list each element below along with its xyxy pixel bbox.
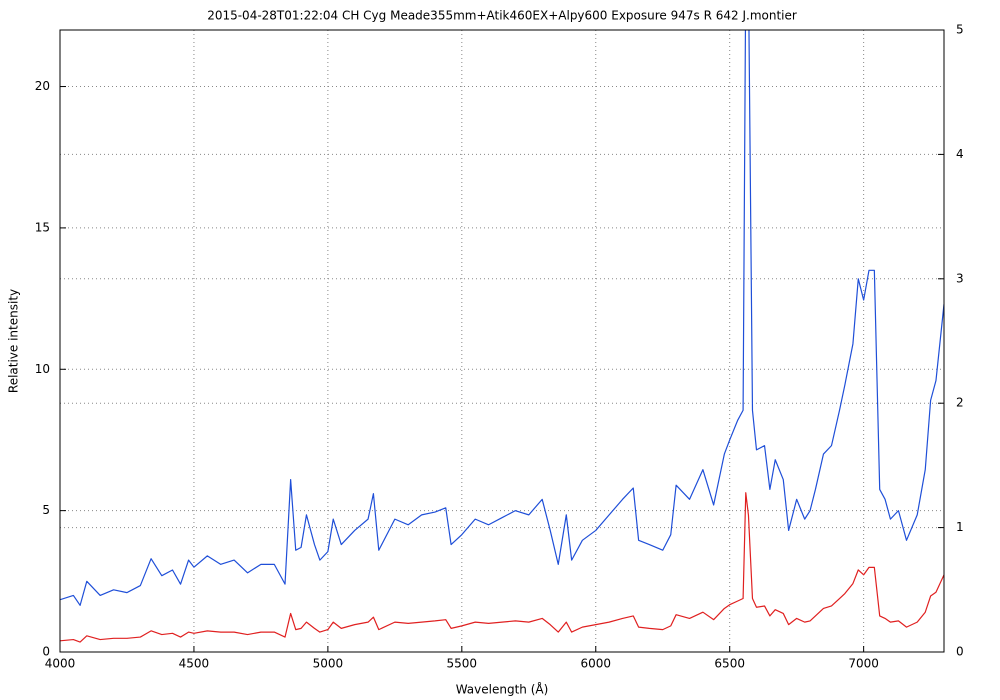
y2-tick-label: 0 xyxy=(956,645,964,659)
y2-tick-label: 4 xyxy=(956,147,964,161)
x-tick-label: 4500 xyxy=(179,657,210,671)
y2-tick-label: 1 xyxy=(956,520,964,534)
y2-tick-label: 2 xyxy=(956,396,964,410)
y-tick-label: 20 xyxy=(35,79,50,93)
x-tick-label: 5000 xyxy=(313,657,344,671)
x-tick-label: 6500 xyxy=(714,657,745,671)
x-tick-label: 7000 xyxy=(848,657,879,671)
grid xyxy=(59,29,944,653)
y2-tick-label: 5 xyxy=(956,23,964,37)
y-tick-label: 15 xyxy=(35,220,50,234)
x-tick-label: 4000 xyxy=(45,657,76,671)
x-axis-label: Wavelength (Å) xyxy=(456,682,549,697)
plot-frame xyxy=(59,29,945,653)
spectrum-line xyxy=(60,492,944,643)
y-tick-label: 5 xyxy=(42,503,50,517)
y-axis-label: Relative intensity xyxy=(7,289,21,393)
y-tick-label: 10 xyxy=(35,362,50,376)
plot-area xyxy=(60,30,944,643)
y2-tick-label: 3 xyxy=(956,271,964,285)
spectrum-line xyxy=(60,30,944,606)
x-tick-label: 6000 xyxy=(580,657,611,671)
chart-title: 2015-04-28T01:22:04 CH Cyg Meade355mm+At… xyxy=(207,9,797,23)
y-tick-label: 0 xyxy=(42,645,50,659)
x-tick-label: 5500 xyxy=(447,657,478,671)
